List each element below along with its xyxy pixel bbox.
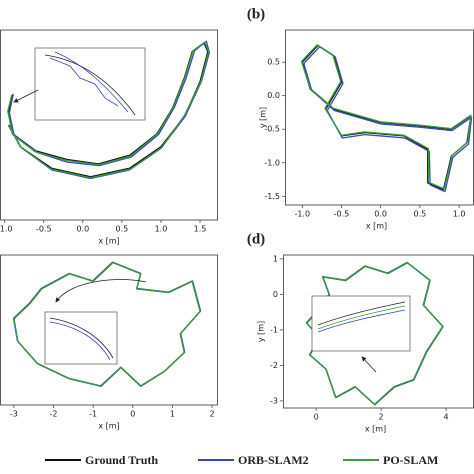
x-tick-label: -3: [10, 410, 18, 419]
arrow: [13, 89, 39, 103]
x-axis-label: x [m]: [98, 422, 119, 431]
inset-line: [49, 317, 114, 359]
y-tick-label: -1.5: [264, 192, 280, 201]
y-tick-label: -0.5: [264, 125, 280, 134]
arrow: [361, 356, 377, 373]
x-tick-label: 1.0: [453, 210, 466, 219]
inset-line: [317, 305, 406, 330]
y-axis-label: y [m]: [257, 321, 266, 342]
x-tick-label: -2: [50, 410, 58, 419]
x-tick-label: 1.5: [194, 225, 207, 234]
plot: -1.0 -0.5 0.0 0.5 1.0 1.5 x [m]: [0, 29, 218, 246]
x-tick-label: 0.5: [414, 210, 427, 219]
y-tick-label: 0.0: [267, 91, 280, 100]
x-tick-label: 0: [314, 413, 319, 422]
x-axis-label: x [m]: [365, 425, 386, 434]
overlays: [13, 47, 411, 373]
panel-label: (d): [247, 231, 265, 247]
trajectory: [303, 46, 473, 193]
inset-line: [317, 309, 406, 333]
trajectory: [301, 44, 472, 191]
plot-frame: [0, 29, 218, 221]
inset-line: [49, 57, 119, 107]
x-tick-label: -1.0: [294, 210, 310, 219]
y-axis-label: y [m]: [259, 107, 268, 128]
x-tick-label: -0.5: [334, 210, 350, 219]
x-tick-label: 0: [130, 410, 135, 419]
x-tick-label: 1: [170, 410, 175, 419]
x-tick-label: -1.0: [0, 225, 12, 234]
x-tick-label: 2: [210, 410, 215, 419]
y-tick-label: -3: [270, 396, 278, 405]
y-tick-label: -2: [270, 361, 278, 370]
inset-line: [49, 321, 111, 361]
inset-line: [54, 51, 129, 113]
x-tick-label: 0.0: [76, 225, 89, 234]
trajectory: [7, 41, 210, 179]
x-tick-label: 0.5: [116, 225, 129, 234]
y-tick-label: -1.0: [264, 158, 280, 167]
x-tick-label: 2: [379, 413, 384, 422]
trajectory: [300, 44, 472, 190]
plot: -1.0 -0.5 0.0 0.5 1.0 0.5 0.0 -0.5 -1.0 -1.5 x [m]…: [247, 6, 474, 231]
x-tick-label: 1.0: [155, 225, 168, 234]
x-axis-label: x [m]: [98, 237, 119, 246]
x-tick-label: -0.5: [36, 225, 52, 234]
y-tick-label: 0.5: [267, 58, 280, 67]
y-tick-label: -1: [270, 325, 278, 334]
plot: -3 -2 -1 0 1 2 x [m]: [0, 254, 218, 431]
plot-frame: [0, 254, 218, 406]
inset: [311, 295, 411, 352]
inset-line: [317, 301, 406, 326]
inset: [34, 47, 146, 121]
plots: -1.0 -0.5 0.0 0.5 1.0 1.5 x [m] -1.0 -0.5 0.0 0.5 1…: [0, 6, 474, 434]
x-tick-label: 0.0: [374, 210, 387, 219]
inset-line: [44, 54, 136, 116]
y-tick-label: 0: [273, 290, 278, 299]
panel-label: (b): [247, 6, 265, 22]
trajectory: [13, 261, 201, 387]
trajectory: [305, 261, 444, 406]
legend-label: ORB-SLAM2: [238, 453, 309, 467]
legend: Ground Truth ORB-SLAM2 PO-SLAM: [45, 453, 438, 467]
inset: [44, 311, 118, 365]
legend-label: PO-SLAM: [383, 453, 438, 467]
y-tick-label: 1: [273, 254, 278, 263]
x-axis-label: x [m]: [366, 222, 387, 231]
legend-label: Ground Truth: [85, 453, 158, 467]
arrow: [55, 279, 147, 303]
x-tick-label: -1: [89, 410, 97, 419]
x-tick-label: 4: [444, 413, 449, 422]
